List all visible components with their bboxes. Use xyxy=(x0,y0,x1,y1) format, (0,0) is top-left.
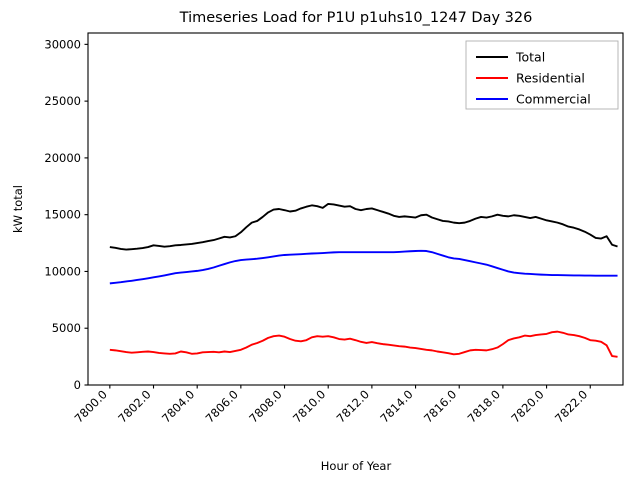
legend-label-total: Total xyxy=(515,50,545,65)
plot-frame xyxy=(87,32,624,386)
chart-legend[interactable]: Total Residential Commercial xyxy=(465,40,619,110)
chart-title: Timeseries Load for P1U p1uhs10_1247 Day… xyxy=(179,10,533,26)
series-line-total xyxy=(109,202,618,251)
y-tick-label: 25000 xyxy=(44,94,81,108)
y-axis-ticks: 0 5000 10000 15000 20000 25000 30000 xyxy=(44,37,88,392)
y-tick-label: 20000 xyxy=(44,151,81,165)
y-tick-label: 30000 xyxy=(44,37,81,51)
legend-label-residential: Residential xyxy=(516,71,585,86)
y-axis-label: kW total xyxy=(11,185,25,233)
legend-label-commercial: Commercial xyxy=(516,92,591,107)
x-axis-label: Hour of Year xyxy=(321,459,392,473)
legend-entries: Total Residential Commercial xyxy=(476,50,591,107)
y-tick-label: 10000 xyxy=(44,264,81,278)
legend-background xyxy=(465,40,619,110)
data-series-group xyxy=(109,202,618,358)
y-tick-label: 15000 xyxy=(44,208,81,222)
series-line-commercial xyxy=(109,249,618,285)
y-tick-label: 0 xyxy=(74,378,81,392)
y-tick-label: 5000 xyxy=(52,321,81,335)
series-line-residential xyxy=(109,330,618,358)
